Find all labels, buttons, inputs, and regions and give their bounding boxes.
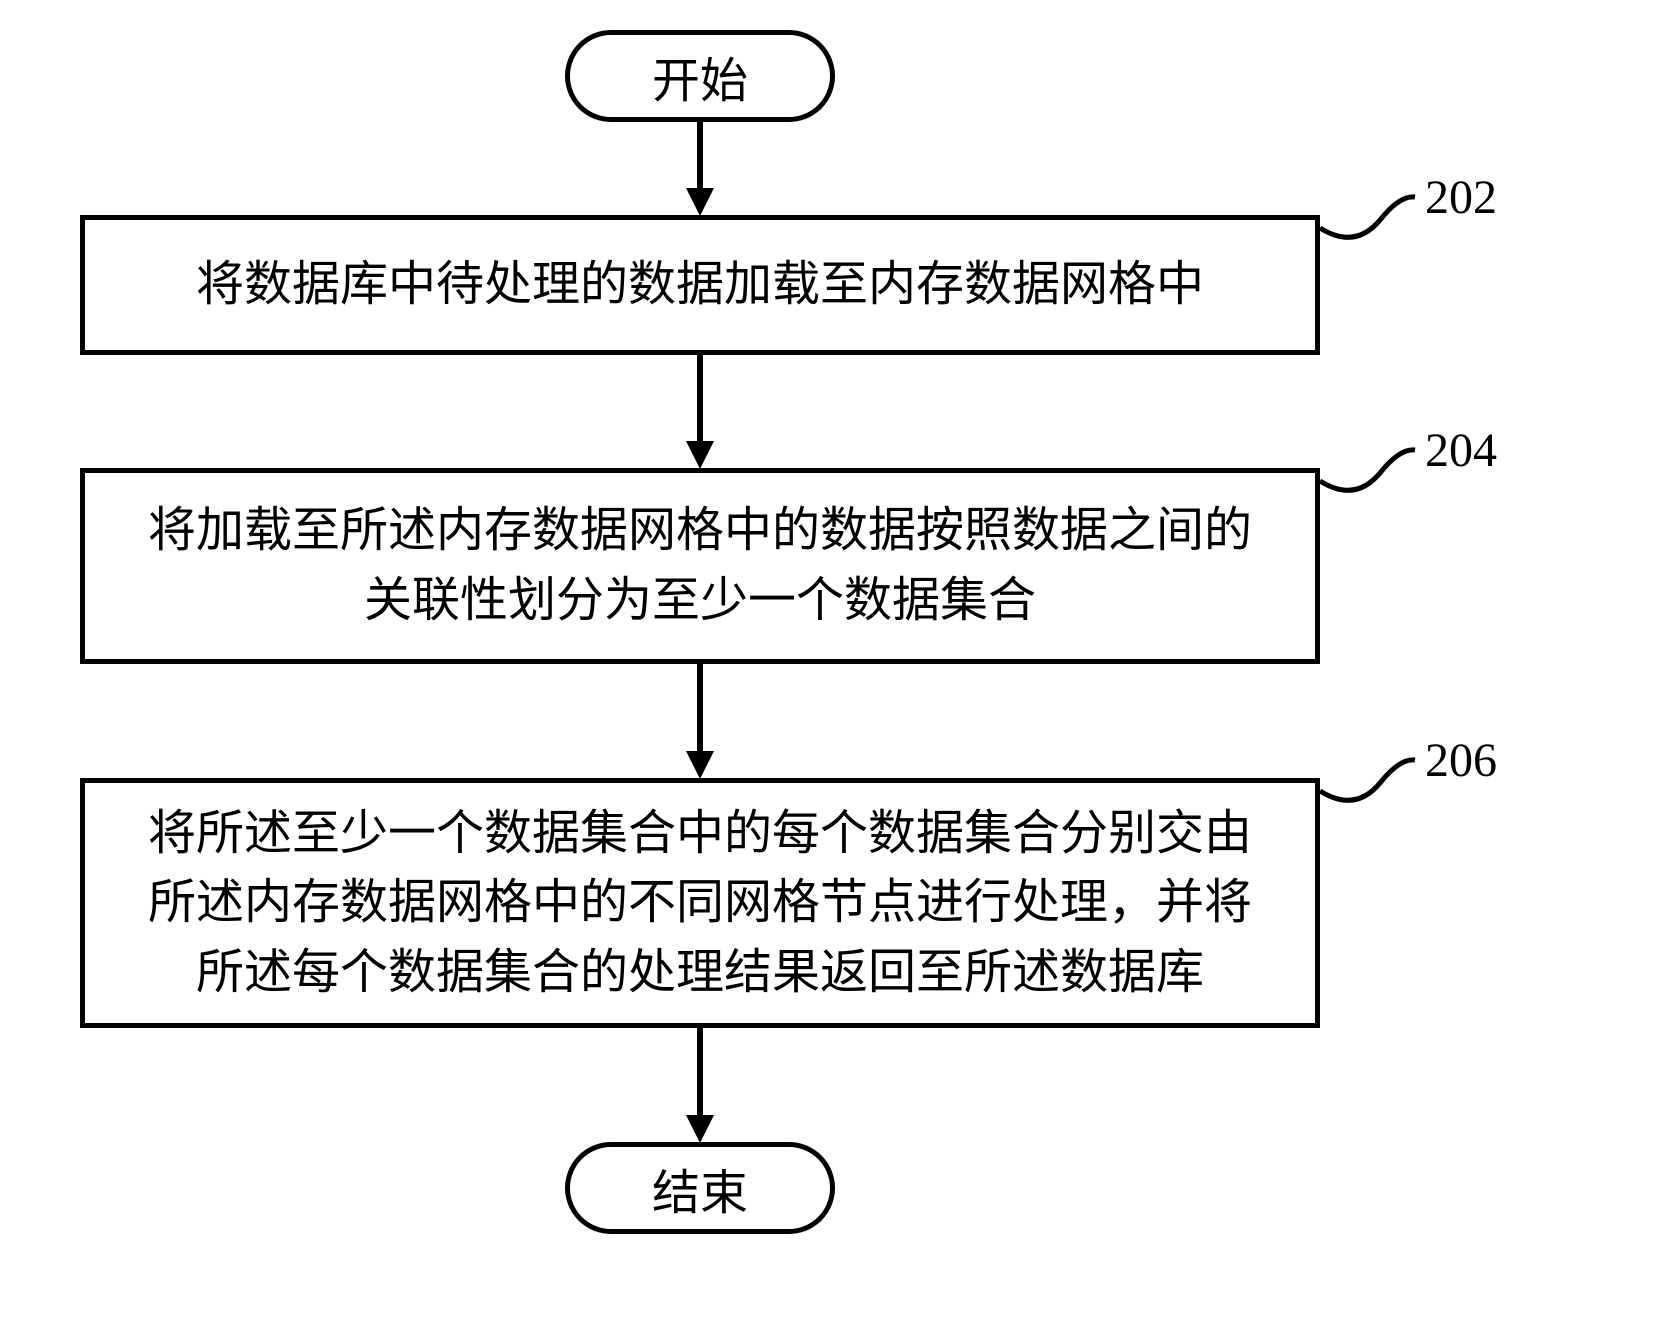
end-node: 结束 bbox=[565, 1142, 835, 1234]
start-node: 开始 bbox=[565, 30, 835, 122]
arrow-4 bbox=[697, 1028, 703, 1117]
label-202: 202 bbox=[1425, 170, 1497, 225]
process-206: 将所述至少一个数据集合中的每个数据集合分别交由 所述内存数据网格中的不同网格节点… bbox=[80, 778, 1320, 1028]
arrow-1-head bbox=[686, 188, 714, 216]
process-204: 将加载至所述内存数据网格中的数据按照数据之间的 关联性划分为至少一个数据集合 bbox=[80, 468, 1320, 664]
arrow-4-head bbox=[686, 1115, 714, 1143]
label-204: 204 bbox=[1425, 423, 1497, 478]
end-text: 结束 bbox=[652, 1153, 748, 1223]
label-206: 206 bbox=[1425, 733, 1497, 788]
arrow-3 bbox=[697, 664, 703, 753]
process-202: 将数据库中待处理的数据加载至内存数据网格中 bbox=[80, 215, 1320, 355]
callout-204 bbox=[1320, 438, 1420, 508]
process-202-text: 将数据库中待处理的数据加载至内存数据网格中 bbox=[196, 250, 1204, 320]
process-206-text: 将所述至少一个数据集合中的每个数据集合分别交由 所述内存数据网格中的不同网格节点… bbox=[148, 799, 1252, 1008]
start-text: 开始 bbox=[652, 41, 748, 111]
arrow-3-head bbox=[686, 751, 714, 779]
flowchart-container: 开始 将数据库中待处理的数据加载至内存数据网格中 202 将加载至所述内存数据网… bbox=[80, 30, 1576, 1304]
callout-202 bbox=[1320, 185, 1420, 255]
arrow-2-head bbox=[686, 441, 714, 469]
arrow-2 bbox=[697, 355, 703, 443]
arrow-1 bbox=[697, 122, 703, 190]
process-204-text: 将加载至所述内存数据网格中的数据按照数据之间的 关联性划分为至少一个数据集合 bbox=[148, 496, 1252, 635]
callout-206 bbox=[1320, 748, 1420, 818]
